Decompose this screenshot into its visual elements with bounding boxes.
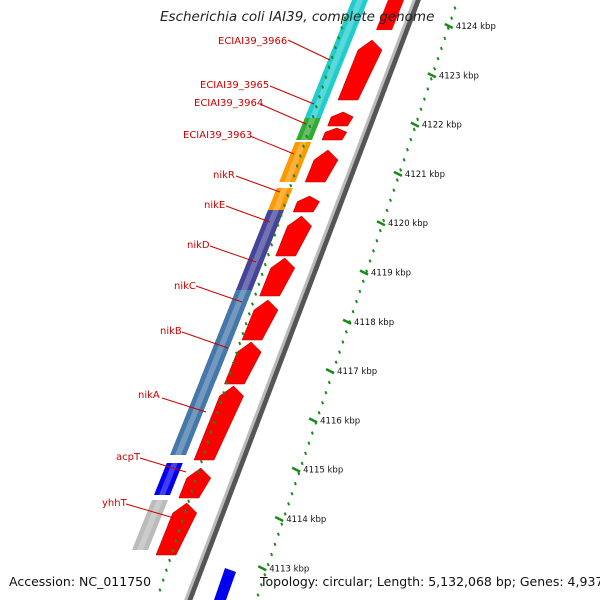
genome-summary-text: Topology: circular; Length: 5,132,068 bp…: [260, 574, 600, 589]
scale-tick: [342, 318, 352, 325]
scale-tick: [359, 269, 369, 276]
cog-block-acpT: [154, 463, 183, 495]
scale-tick: [444, 22, 454, 30]
scale-layer: 4124 kbp 4123 kbp 4122 kbp 4121 kbp 4120 kbp…: [256, 6, 496, 597]
cds-arrow-nikR: [292, 195, 320, 213]
backbone-line: [187, 0, 421, 600]
scale-tick: [274, 515, 284, 523]
scale-tick-label: 4115 kbp: [303, 466, 343, 476]
cog-block-ECIAI39_3963: [279, 142, 312, 182]
cds-arrow-ECIAI39_3965: [327, 111, 354, 127]
cds-arrow-ECIAI39_3963: [304, 149, 339, 183]
cog-block-ECIAI39_3964: [296, 118, 321, 140]
gene-label-nikA: nikA: [138, 390, 160, 401]
gene-label-nikE: nikE: [204, 200, 225, 211]
gene-label-nikD: nikD: [187, 240, 210, 251]
cog-block-nikR: [267, 188, 293, 212]
scale-tick: [376, 220, 386, 227]
leader-line-ECIAI39_3966: [287, 39, 331, 61]
scale-tick-label: 4119 kbp: [371, 269, 411, 279]
scale-tick: [291, 466, 301, 473]
cog-sheen-nikB: [205, 290, 247, 380]
scale-tick: [257, 565, 267, 572]
cds-arrow-yhhT: [155, 502, 198, 556]
scale-tick: [427, 72, 437, 79]
leader-line-ECIAI39_3965: [269, 85, 315, 105]
leader-line-nikR: [235, 175, 281, 193]
scale-tick-label: 4122 kbp: [422, 121, 462, 131]
cds-arrow-ECIAI39_3964: [321, 127, 348, 141]
gene-label-nikB: nikB: [160, 326, 182, 337]
cog-sheen-acpT: [159, 463, 178, 495]
cds-arrow-nikB: [224, 341, 262, 385]
leader-line-ECIAI39_3963: [249, 135, 295, 155]
cds-arrow-nikE: [275, 215, 312, 257]
gene-label-nikC: nikC: [174, 281, 196, 292]
cog-sheen-ECIAI39_3966: [317, 0, 363, 100]
scale-tick-label: 4113 kbp: [269, 564, 309, 574]
cog-block-nikB: [200, 290, 252, 380]
outer-dotted-ring: [256, 6, 457, 597]
scale-tick-label: 4124 kbp: [456, 22, 496, 32]
gene-label-ECIAI39_3965: ECIAI39_3965: [200, 80, 269, 91]
leader-line-nikB: [181, 331, 229, 349]
cds-arrow-nikD: [259, 257, 296, 297]
cds-arrow-nikA: [193, 385, 244, 461]
gene-label-nikR: nikR: [213, 170, 235, 181]
cog-block-nikA: [170, 380, 216, 455]
cog-sheen-nikR: [272, 188, 288, 212]
scale-tick-label: 4123 kbp: [439, 71, 479, 81]
inner-dotted-ring: [158, 16, 347, 592]
gene-label-layer: ECIAI39_3966 ECIAI39_3965 ECIAI39_3964 ECIA…: [102, 36, 331, 519]
cog-sheen-nikA: [175, 380, 211, 455]
leader-line-nikA: [161, 397, 207, 413]
gene-label-acpT: acpT: [116, 452, 141, 463]
cog-block-ECIAI39_3965: [304, 100, 328, 118]
gene-label-ECIAI39_3964: ECIAI39_3964: [194, 98, 263, 109]
cog-block-ECIAI39_3966: [312, 0, 368, 100]
scale-tick: [308, 417, 318, 424]
backbone-highlight: [184, 0, 416, 600]
cog-block-bottom: [214, 568, 236, 600]
scale-tick: [393, 170, 403, 178]
cog-sheen-ECIAI39_3965: [309, 100, 323, 118]
scale-tick-label: 4121 kbp: [405, 170, 445, 180]
scale-tick: [325, 367, 335, 375]
leader-line-ECIAI39_3964: [259, 103, 307, 125]
leader-line-yhhT: [125, 503, 175, 519]
leader-line-nikE: [225, 205, 271, 223]
scale-tick-label: 4118 kbp: [354, 318, 394, 328]
cds-arrow-top: [376, 0, 404, 30]
leader-line-nikC: [195, 285, 243, 303]
cds-arrow-ECIAI39_3966: [337, 39, 383, 101]
cog-block-yhhT: [132, 500, 168, 550]
scale-tick: [410, 121, 420, 128]
cds-arrow-nikC: [241, 299, 279, 341]
cog-sheen-ECIAI39_3964: [301, 118, 316, 140]
scale-tick-label: 4120 kbp: [388, 219, 428, 229]
leader-line-acpT: [139, 457, 187, 473]
cog-sheen-ECIAI39_3963: [284, 142, 307, 182]
map-title: Escherichia coli IAI39, complete genome: [160, 9, 435, 25]
scale-tick-label: 4117 kbp: [337, 367, 377, 377]
ring-layer: [132, 0, 421, 600]
scale-tick-label: 4116 kbp: [320, 416, 360, 426]
gene-label-ECIAI39_3963: ECIAI39_3963: [183, 130, 252, 141]
accession-text: Accession: NC_011750: [9, 574, 152, 589]
gene-label-yhhT: yhhT: [102, 498, 128, 509]
scale-tick-label: 4114 kbp: [286, 515, 326, 525]
gene-label-ECIAI39_3966: ECIAI39_3966: [218, 36, 287, 47]
leader-line-nikD: [209, 245, 257, 263]
